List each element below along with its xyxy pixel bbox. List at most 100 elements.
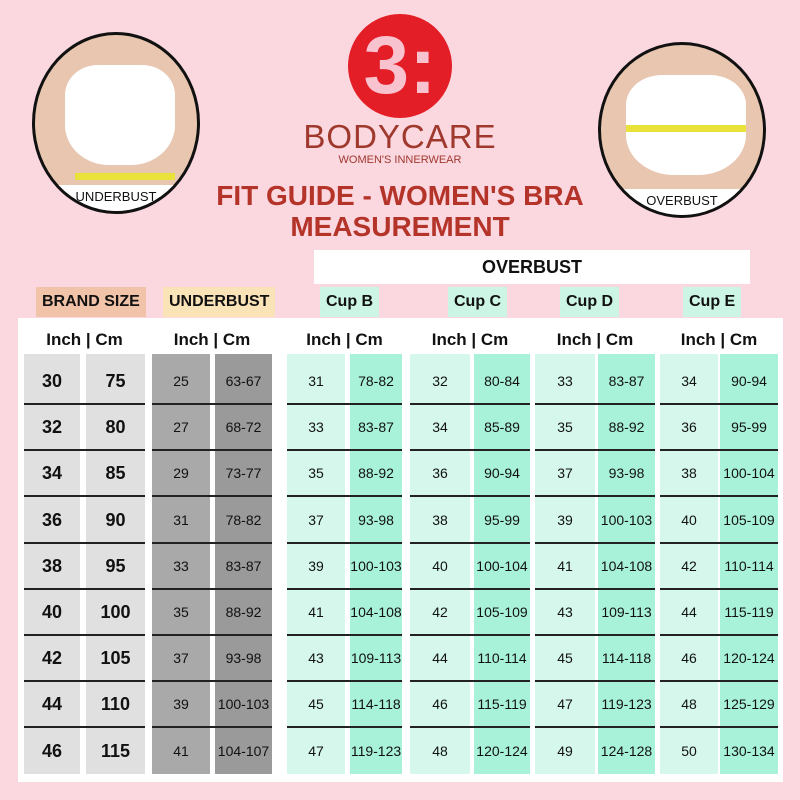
row-divider [152, 587, 272, 590]
cup-b-cm-cell: 100-103 [350, 557, 402, 574]
cup-e-cm-cell: 115-119 [724, 604, 774, 620]
brand-cm-cell: 75 [105, 371, 126, 391]
row-divider [410, 495, 530, 498]
row-divider [287, 587, 402, 590]
overbust-header: OVERBUST [314, 250, 750, 284]
cup-d-inch-cell: 37 [557, 465, 573, 482]
brand-tagline: WOMEN'S INNERWEAR [338, 154, 462, 166]
cup-b-inch-column [287, 354, 345, 774]
row-divider [410, 726, 530, 729]
row-divider [535, 726, 655, 729]
cup-c-cm-cell: 100-104 [476, 557, 528, 574]
cup-c-cm-cell: 80-84 [484, 373, 520, 389]
cup-c-cm-cell: 85-89 [484, 419, 520, 436]
cup-b-inch-cell: 39 [308, 557, 324, 574]
row-divider [660, 403, 778, 405]
cup-b-inch-cell: 45 [308, 696, 324, 713]
row-divider [287, 634, 402, 636]
cup-b-unit-header: Inch | Cm [306, 330, 383, 349]
row-divider [152, 680, 272, 683]
cup-e-unit-header: Inch | Cm [680, 330, 758, 349]
cup-e-inch-cell: 34 [681, 373, 697, 389]
row-divider [535, 541, 655, 544]
cup-c-inch-cell: 32 [432, 373, 448, 389]
brand-name: BODYCARE [303, 118, 497, 155]
cup-c-cm-cell: 120-124 [476, 742, 528, 759]
cup-e-cm-cell: 105-109 [723, 511, 775, 528]
cup-c-inch-cell: 38 [432, 511, 448, 528]
row-divider [410, 449, 530, 452]
brand-inch-cell: 38 [41, 555, 63, 576]
cup-d-cm-cell: 124-128 [600, 742, 653, 759]
row-divider [660, 541, 778, 544]
row-divider [660, 726, 778, 729]
cup-d-inch-cell: 43 [557, 604, 573, 620]
row-divider [24, 634, 145, 636]
cup-c-inch-cell: 34 [432, 419, 448, 436]
cup-b-inch-cell: 35 [308, 465, 324, 482]
cup-c-cm-cell: 115-119 [477, 696, 527, 713]
cup-e-inch-cell: 36 [681, 419, 697, 436]
cup-c-inch-cell: 48 [432, 742, 448, 759]
cup-d-inch-cell: 47 [557, 696, 573, 713]
cup-b-cm-cell: 114-118 [351, 696, 401, 713]
row-divider [152, 495, 272, 498]
underbust-photo: UNDERBUST [32, 32, 200, 214]
cup-d-cm-cell: 104-108 [600, 557, 653, 574]
column-group-cup-e: Cup E [683, 287, 742, 317]
brand-inch-cell: 36 [41, 509, 63, 530]
cup-d-cm-cell: 88-92 [608, 419, 645, 436]
cup-c-inch-cell: 42 [432, 604, 448, 620]
underbust-cm-cell: 93-98 [225, 650, 262, 667]
cup-b-cm-cell: 78-82 [358, 373, 394, 389]
underbust-inch-cell: 33 [173, 557, 189, 574]
brand-cm-cell: 85 [105, 463, 126, 484]
cup-e-cm-cell: 100-104 [723, 465, 775, 482]
cup-b-inch-cell: 33 [308, 419, 324, 436]
underbust-inch-cell: 41 [173, 742, 189, 759]
brand-inch-cell: 46 [41, 740, 63, 761]
underbust-unit-header: Inch | Cm [173, 330, 251, 349]
underbust-cm-column [215, 354, 272, 774]
column-group-brand: BRAND SIZE [36, 287, 146, 317]
row-divider [535, 403, 655, 405]
cup-c-inch-cell: 36 [432, 465, 448, 482]
column-group-cup-d: Cup D [560, 287, 620, 317]
cup-e-inch-cell: 38 [681, 465, 697, 482]
cup-d-inch-cell: 49 [557, 742, 573, 759]
row-divider [410, 541, 530, 544]
row-divider [535, 680, 655, 683]
cup-b-cm-column [350, 354, 402, 774]
overbust-photo: OVERBUST [598, 42, 766, 218]
row-divider [535, 495, 655, 498]
brand-inch-cell: 40 [41, 602, 63, 622]
cup-b-cm-cell: 109-113 [350, 650, 402, 667]
row-divider [410, 403, 530, 405]
cup-d-cm-cell: 93-98 [608, 465, 645, 482]
cup-e-inch-cell: 50 [681, 742, 697, 759]
cup-b-cm-cell: 119-123 [350, 742, 402, 759]
underbust-inch-cell: 31 [173, 511, 189, 528]
cup-e-inch-cell: 42 [681, 557, 697, 574]
brand-cm-cell: 110 [100, 694, 131, 715]
cup-e-cm-cell: 110-114 [724, 557, 774, 574]
cup-d-inch-cell: 45 [557, 650, 573, 667]
cup-d-cm-cell: 114-118 [601, 650, 652, 667]
cup-b-inch-cell: 31 [308, 373, 324, 389]
cup-e-cm-cell: 130-134 [723, 742, 775, 759]
brand-inch-column [24, 354, 80, 774]
cup-e-inch-column [660, 354, 718, 774]
cup-c-inch-column [410, 354, 470, 774]
brand-inch-cell: 44 [41, 694, 63, 715]
underbust-cm-cell: 63-67 [225, 373, 262, 389]
row-divider [287, 680, 402, 683]
underbust-cm-cell: 88-92 [225, 604, 262, 620]
cup-d-inch-cell: 39 [557, 511, 573, 528]
cup-e-inch-cell: 46 [681, 650, 697, 667]
cup-e-inch-cell: 44 [681, 604, 697, 620]
row-divider [24, 680, 145, 683]
cup-c-unit-header: Inch | Cm [431, 330, 509, 349]
row-divider [152, 403, 272, 405]
column-group-underbust: UNDERBUST [163, 287, 276, 317]
row-divider [24, 726, 145, 729]
